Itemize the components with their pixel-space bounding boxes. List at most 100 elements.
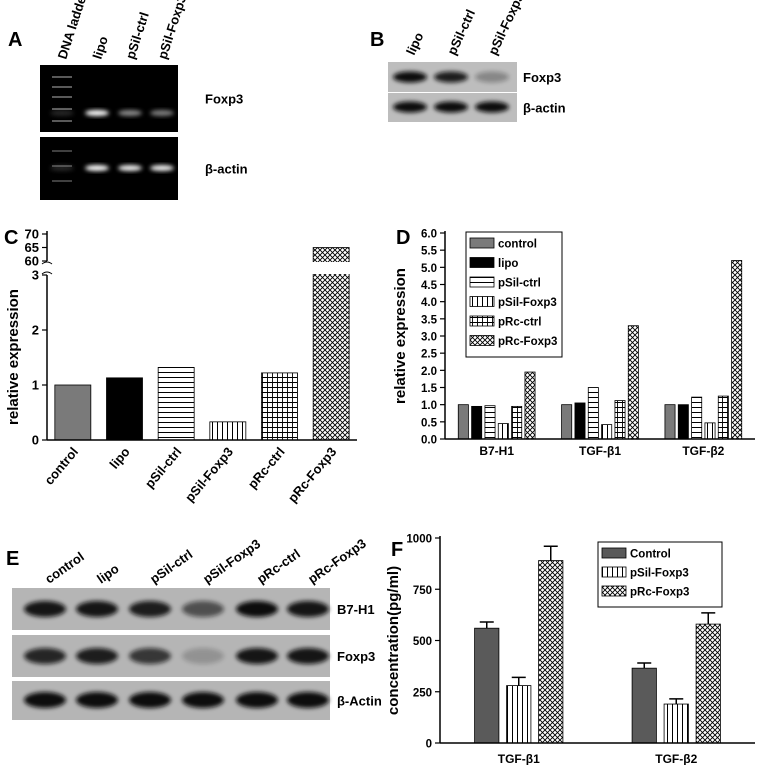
bar — [631, 667, 657, 744]
lane-label: pSil-Foxp3 — [200, 536, 263, 586]
bar — [524, 371, 536, 440]
blot-strip — [40, 65, 178, 132]
legend-label: lipo — [498, 258, 518, 270]
band-label: Foxp3 — [205, 92, 243, 107]
legend-swatch — [469, 335, 495, 346]
panel-label: B — [370, 29, 384, 51]
legend-swatch — [469, 315, 495, 327]
error-bar — [511, 676, 526, 686]
legend-swatch — [601, 566, 627, 578]
lane-label: pSil-ctrl — [444, 7, 478, 57]
y-tick-label: 70 — [25, 227, 39, 242]
band-label: B7-H1 — [337, 602, 375, 617]
bar — [474, 627, 500, 744]
y-tick-label: 1.0 — [421, 400, 437, 412]
y-axis-label: relative expression — [392, 268, 409, 404]
bar — [695, 623, 721, 744]
bar — [663, 703, 689, 744]
blot-band — [150, 110, 174, 116]
legend-swatch — [469, 237, 495, 249]
ladder-band — [52, 150, 72, 152]
blot-band — [434, 71, 468, 83]
lane-label: pSil-Foxp3 — [485, 0, 527, 57]
y-tick-label: 4.5 — [421, 280, 438, 292]
bar — [106, 377, 143, 441]
legend-swatch — [469, 276, 495, 288]
bar — [484, 405, 496, 440]
error-bar — [479, 621, 494, 629]
blot-band — [475, 71, 509, 83]
error-bar — [637, 662, 652, 669]
y-tick-label: 65 — [25, 240, 39, 255]
blot-band — [182, 648, 224, 664]
x-tick-label: TGF-β2 — [655, 752, 697, 765]
y-axis-label: concentration(pg/ml) — [385, 566, 402, 715]
y-tick-label: 250 — [413, 687, 432, 699]
blot-band — [24, 601, 66, 617]
y-tick-label: 1.5 — [421, 383, 438, 395]
y-tick-label: 2.5 — [421, 349, 438, 361]
x-tick-label: TGF-β1 — [498, 752, 540, 765]
bar — [511, 405, 523, 440]
blot-band — [287, 601, 329, 617]
y-tick-label: 60 — [25, 254, 39, 269]
band-label: β-actin — [523, 101, 566, 116]
y-tick-label: 0 — [32, 433, 39, 448]
ladder-band — [52, 165, 72, 167]
y-tick-label: 2.0 — [421, 366, 437, 378]
bar — [614, 400, 626, 440]
y-tick-label: 1000 — [406, 534, 432, 546]
y-axis-label: relative expression — [5, 289, 22, 425]
blot-band — [76, 692, 118, 708]
lane-label: pSil-ctrl — [123, 10, 152, 61]
bar — [717, 395, 729, 440]
ladder-band — [52, 180, 72, 182]
lane-label: pSil-ctrl — [147, 546, 195, 586]
bar — [506, 685, 532, 744]
blot-band — [85, 110, 109, 116]
bar — [54, 384, 92, 441]
y-tick-label: 6.0 — [421, 229, 437, 241]
legend-swatch — [601, 585, 627, 597]
y-tick-label: 0.5 — [421, 417, 438, 429]
blot-band — [24, 692, 66, 708]
bar — [457, 404, 469, 440]
blot-band — [393, 71, 427, 83]
blot-band — [129, 692, 171, 708]
blot-band — [434, 101, 468, 113]
bar — [538, 560, 564, 744]
bar — [601, 424, 613, 440]
x-tick-label: TGF-β2 — [682, 444, 724, 458]
blot-band — [76, 648, 118, 664]
x-tick-label: pRc-Foxp3 — [285, 444, 340, 505]
x-tick-label: lipo — [106, 444, 132, 471]
bar — [664, 404, 676, 440]
blot-band — [24, 648, 66, 664]
y-tick-label: 3.0 — [421, 332, 437, 344]
blot-band — [182, 601, 224, 617]
ladder-band — [52, 120, 72, 122]
blot-band — [236, 692, 278, 708]
bar — [574, 402, 586, 440]
ladder-band — [52, 86, 72, 88]
x-tick-label: pSil-Foxp3 — [182, 444, 236, 505]
y-tick-label: 500 — [413, 636, 432, 648]
bar — [261, 372, 298, 441]
panel-label: D — [396, 227, 410, 249]
lane-label: pSil-Foxp3 — [155, 0, 190, 61]
blot-band — [393, 101, 427, 113]
band-label: β-actin — [205, 162, 248, 177]
band-label: β-Actin — [337, 694, 382, 709]
y-tick-label: 5.5 — [421, 246, 438, 258]
panel-label: C — [4, 227, 18, 249]
legend-label: pSil-ctrl — [498, 278, 541, 290]
ladder-band — [52, 76, 72, 78]
legend-label: control — [498, 239, 537, 251]
y-tick-label: 5.0 — [421, 263, 437, 275]
blot-band — [50, 165, 74, 171]
band-label: Foxp3 — [523, 70, 561, 85]
blot-band — [118, 110, 142, 116]
error-bar — [701, 612, 716, 625]
legend-label: pSil-Foxp3 — [498, 297, 557, 309]
